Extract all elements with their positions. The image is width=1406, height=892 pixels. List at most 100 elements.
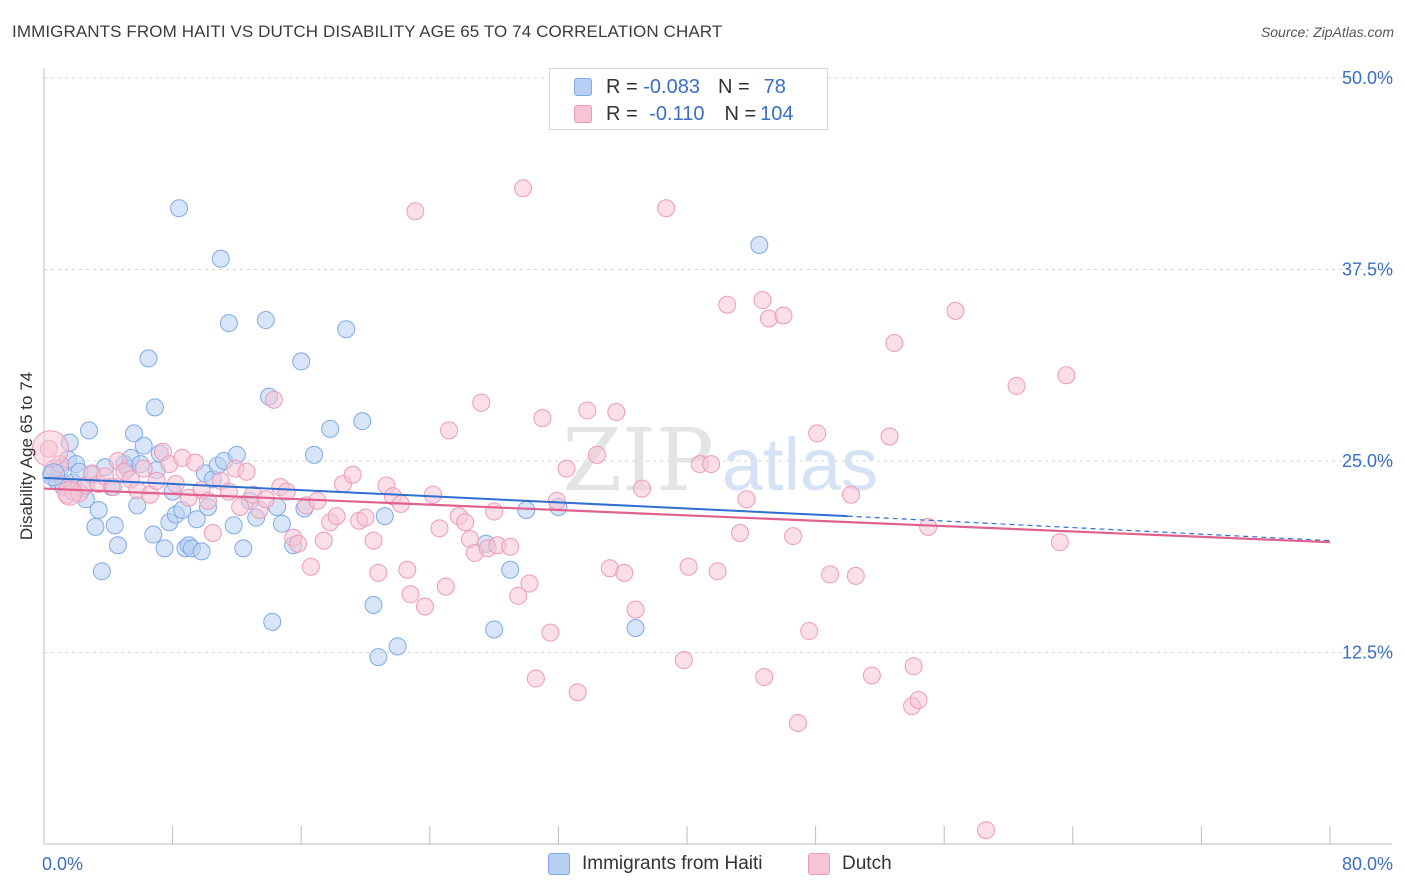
dutch-point (356, 508, 375, 527)
haiti-point (105, 516, 124, 535)
dutch-point (919, 517, 938, 536)
x-tick-label: 80.0% (1342, 854, 1393, 874)
dutch-point (430, 519, 449, 538)
dutch-point (147, 471, 166, 490)
legend-n-label: N = (717, 75, 750, 98)
dutch-point (657, 199, 676, 218)
bottom-legend-haiti: Immigrants from Haiti (548, 851, 763, 877)
dutch-point (264, 390, 283, 409)
dutch-point (587, 445, 606, 464)
dutch-point (821, 565, 840, 584)
dutch-trend-line (43, 487, 1331, 544)
dutch-point (440, 421, 459, 440)
haiti-point (108, 536, 127, 555)
y-tick-label: 37.5% (1342, 260, 1393, 280)
haiti-point (256, 311, 275, 330)
dutch-point (702, 455, 721, 474)
dutch-point (501, 537, 520, 556)
y-axis-label: Disability Age 65 to 74 (17, 371, 36, 541)
haiti-point (369, 648, 388, 667)
bottom-legend-dutch: Dutch (808, 851, 892, 877)
haiti-point (125, 424, 144, 443)
dutch-point (909, 690, 928, 709)
dutch-point (774, 306, 793, 325)
trend-lines (43, 476, 1331, 544)
dutch-point (520, 574, 539, 593)
dutch-point (31, 430, 69, 468)
dutch-point (472, 393, 491, 412)
dutch-point (509, 586, 528, 605)
dutch-point (674, 651, 693, 670)
haiti-point (501, 560, 520, 579)
dutch-point (514, 179, 533, 198)
dutch-point (406, 202, 425, 221)
bottom-legend-swatch-dutch (808, 853, 830, 875)
dutch-point (456, 513, 475, 532)
dutch-point (946, 301, 965, 320)
dutch-point (231, 497, 250, 516)
dutch-point (568, 683, 587, 702)
dutch-point (846, 566, 865, 585)
dutch-point (203, 524, 222, 543)
dutch-point (277, 482, 296, 501)
haiti-point (337, 320, 356, 339)
haiti-point (750, 235, 769, 254)
haiti-point (42, 463, 66, 487)
bottom-legend-swatch-haiti (548, 853, 570, 875)
haiti-point (375, 507, 394, 526)
dutch-point (788, 713, 807, 732)
haiti-point (263, 612, 282, 631)
dutch-point (755, 668, 774, 687)
haiti-point (145, 398, 164, 417)
dutch-point (708, 562, 727, 581)
watermark: ZIP atlas (562, 411, 878, 511)
dutch-point (369, 563, 388, 582)
data-points (31, 179, 1076, 840)
y-tick-label: 12.5% (1342, 643, 1393, 663)
y-tick-label: 25.0% (1342, 451, 1393, 471)
haiti-point (234, 539, 253, 558)
dutch-point (256, 490, 275, 509)
dutch-point (134, 459, 153, 478)
dutch-point (885, 334, 904, 353)
dutch-point (737, 490, 756, 509)
source-credit: Source: ZipAtlas.com (1260, 24, 1394, 40)
dutch-point (343, 465, 362, 484)
legend-r-label: R = (606, 75, 638, 98)
haiti-point (219, 314, 238, 333)
haiti-point (192, 542, 211, 561)
legend-r-value: -0.083 (643, 75, 700, 98)
haiti-point (292, 352, 311, 371)
tick-labels: 12.5% 25.0% 37.5% 50.0% 0.0% 80.0% (42, 68, 1393, 874)
dutch-point (541, 623, 560, 642)
haiti-point (485, 620, 504, 639)
dutch-point (632, 479, 651, 498)
haiti-point (86, 517, 105, 536)
haiti-point (89, 501, 108, 520)
haiti-point (80, 421, 99, 440)
legend-row-haiti: R = -0.083 N = 78 (574, 75, 786, 99)
legend-swatch-dutch (574, 105, 592, 123)
dutch-point (615, 563, 634, 582)
haiti-point (364, 596, 383, 615)
dutch-point (398, 560, 417, 579)
dutch-point (904, 657, 923, 676)
correlation-legend: R = -0.083 N = 78 R = -0.110 N = 104 (549, 68, 828, 130)
legend-n-value: 78 (763, 75, 786, 98)
dutch-point (557, 459, 576, 478)
haiti-point (155, 539, 174, 558)
haiti-point (388, 637, 407, 656)
haiti-point (353, 412, 372, 431)
haiti-point (139, 349, 158, 368)
chart-title: IMMIGRANTS FROM HAITI VS DUTCH DISABILIT… (12, 22, 723, 41)
dutch-point (731, 524, 750, 543)
legend-n-label: N = (724, 102, 757, 125)
dutch-point (364, 531, 383, 550)
y-tick-label: 50.0% (1342, 68, 1393, 88)
dutch-point (314, 531, 333, 550)
dutch-point (862, 666, 881, 685)
dutch-point (237, 462, 256, 481)
haiti-point (92, 562, 111, 581)
dutch-point (976, 821, 995, 840)
